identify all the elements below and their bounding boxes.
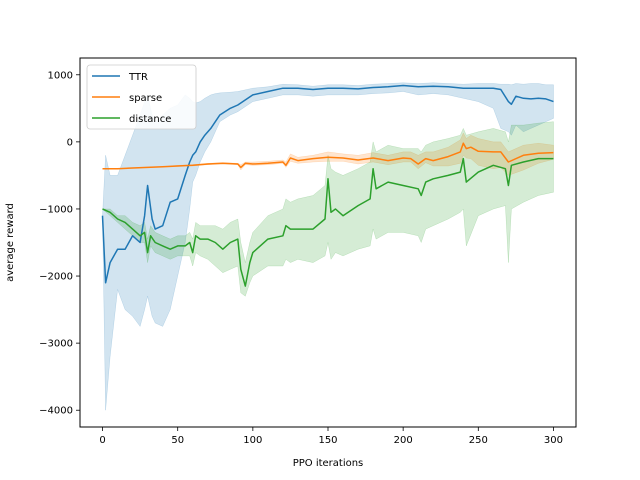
- y-axis-label: average reward: [5, 203, 16, 282]
- band-sparse: [102, 132, 554, 176]
- legend-label-distance: distance: [129, 114, 171, 125]
- y-tick-label: −2000: [39, 272, 73, 283]
- y-tick-label: 1000: [48, 70, 73, 81]
- x-axis-label: PPO iterations: [293, 458, 364, 469]
- y-axis-ticks: −4000 −3000 −2000 −1000 0 1000: [39, 70, 80, 417]
- x-tick-label: 150: [318, 435, 337, 446]
- y-tick-label: −4000: [39, 406, 73, 417]
- band-distance: [101, 121, 554, 297]
- line-sparse: [102, 142, 554, 170]
- line-distance: [102, 157, 554, 287]
- x-tick-label: 300: [544, 435, 563, 446]
- x-axis-ticks: 0 50 100 150 200 250 300: [99, 427, 563, 446]
- legend-box: [86, 64, 197, 130]
- x-tick-label: 50: [171, 435, 184, 446]
- y-tick-label: −1000: [39, 204, 73, 215]
- legend-label-ttr: TTR: [128, 72, 148, 83]
- series-lines: [101, 84, 554, 287]
- x-tick-label: 250: [469, 435, 488, 446]
- legend: TTR sparse distance: [86, 64, 197, 130]
- line-ttr: [101, 84, 554, 284]
- y-tick-label: 0: [67, 137, 73, 148]
- y-tick-label: −3000: [39, 339, 73, 350]
- x-tick-label: 100: [243, 435, 262, 446]
- x-tick-label: 200: [394, 435, 413, 446]
- x-tick-label: 0: [99, 435, 105, 446]
- legend-label-sparse: sparse: [129, 93, 162, 104]
